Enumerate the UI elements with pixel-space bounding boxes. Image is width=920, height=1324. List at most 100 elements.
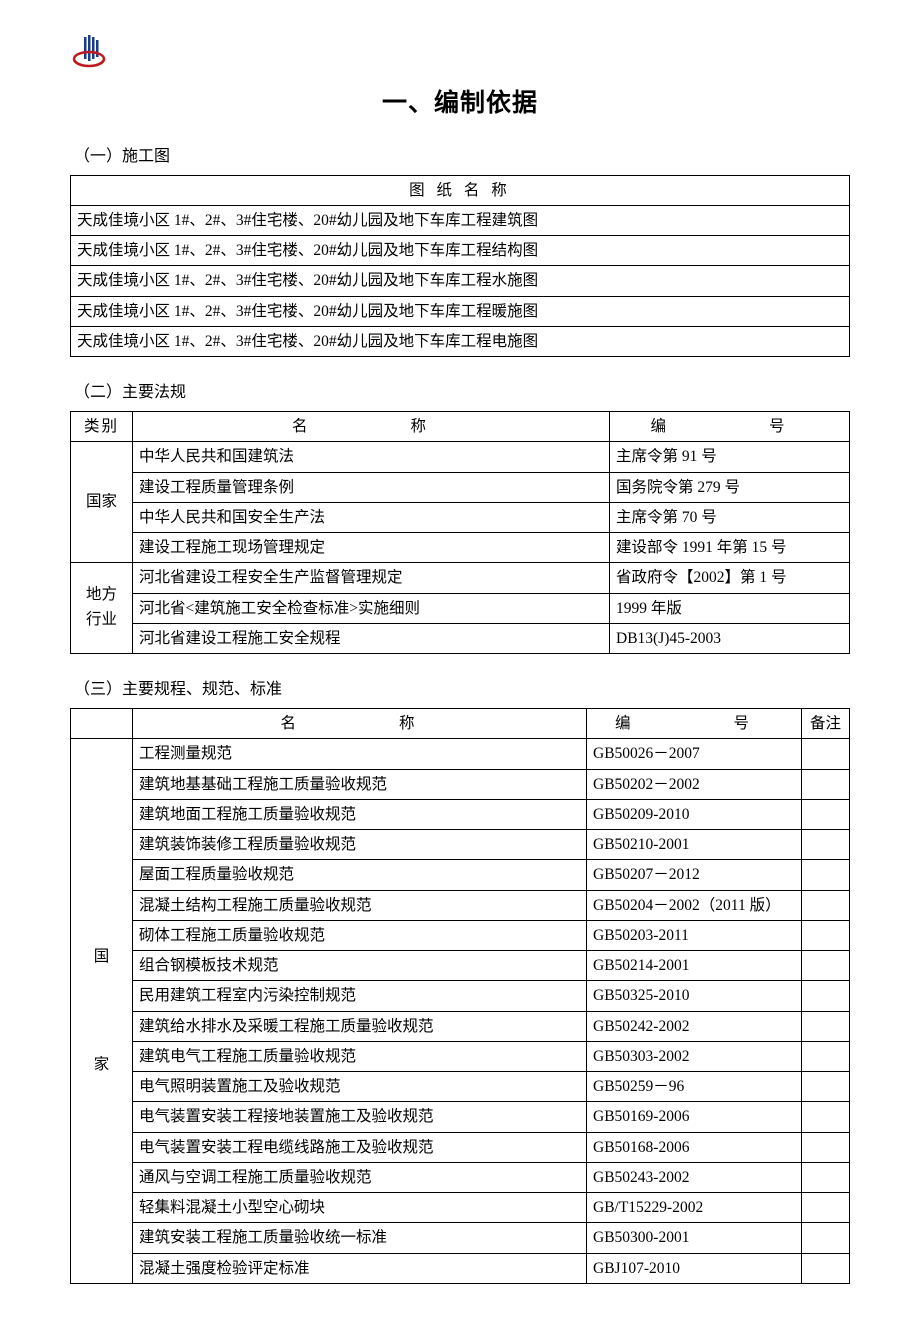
section3-heading: （三）主要规程、规范、标准 <box>74 678 850 702</box>
standard-note-cell <box>802 1223 850 1253</box>
standard-note-cell <box>802 1072 850 1102</box>
standard-note-cell <box>802 860 850 890</box>
standard-code-cell: GB50325-2010 <box>587 981 802 1011</box>
section1-heading: （一）施工图 <box>74 145 850 169</box>
regulation-code-cell: 主席令第 70 号 <box>610 502 850 532</box>
drawing-name-cell: 天成佳境小区 1#、2#、3#住宅楼、20#幼儿园及地下车库工程暖施图 <box>71 296 850 326</box>
table-row: 建筑电气工程施工质量验收规范GB50303-2002 <box>71 1041 850 1071</box>
standard-name-cell: 建筑地面工程施工质量验收规范 <box>133 799 587 829</box>
table-row: 建设工程施工现场管理规定建设部令 1991 年第 15 号 <box>71 533 850 563</box>
table-row: 天成佳境小区 1#、2#、3#住宅楼、20#幼儿园及地下车库工程结构图 <box>71 236 850 266</box>
standard-name-cell: 砌体工程施工质量验收规范 <box>133 920 587 950</box>
standard-name-cell: 建筑给水排水及采暖工程施工质量验收规范 <box>133 1011 587 1041</box>
table-row: 天成佳境小区 1#、2#、3#住宅楼、20#幼儿园及地下车库工程建筑图 <box>71 205 850 235</box>
standard-note-cell <box>802 769 850 799</box>
table2-header-name: 名 称 <box>133 412 610 442</box>
standard-code-cell: GB50242-2002 <box>587 1011 802 1041</box>
table-row: 国家中华人民共和国建筑法主席令第 91 号 <box>71 442 850 472</box>
regulation-code-cell: 国务院令第 279 号 <box>610 472 850 502</box>
regulation-name-cell: 河北省建设工程施工安全规程 <box>133 623 610 653</box>
regulations-table: 类别 名 称 编 号 国家中华人民共和国建筑法主席令第 91 号建设工程质量管理… <box>70 411 850 654</box>
standard-code-cell: GB50303-2002 <box>587 1041 802 1071</box>
standard-name-cell: 混凝土结构工程施工质量验收规范 <box>133 890 587 920</box>
standard-name-cell: 组合钢模板技术规范 <box>133 951 587 981</box>
table3-header-cat <box>71 709 133 739</box>
table1-header: 图 纸 名 称 <box>71 175 850 205</box>
standard-note-cell <box>802 799 850 829</box>
company-logo <box>70 35 850 73</box>
standard-code-cell: GB50214-2001 <box>587 951 802 981</box>
table-row: 河北省<建筑施工安全检查标准>实施细则1999 年版 <box>71 593 850 623</box>
standard-code-cell: GB50202－2002 <box>587 769 802 799</box>
section2-heading: （二）主要法规 <box>74 381 850 405</box>
standard-note-cell <box>802 1253 850 1283</box>
regulation-code-cell: 建设部令 1991 年第 15 号 <box>610 533 850 563</box>
regulation-name-cell: 中华人民共和国安全生产法 <box>133 502 610 532</box>
standards-table: 名 称 编 号 备注 国家工程测量规范GB50026－2007建筑地基基础工程施… <box>70 708 850 1284</box>
drawing-name-cell: 天成佳境小区 1#、2#、3#住宅楼、20#幼儿园及地下车库工程电施图 <box>71 326 850 356</box>
table-row: 天成佳境小区 1#、2#、3#住宅楼、20#幼儿园及地下车库工程水施图 <box>71 266 850 296</box>
category-cell: 国家 <box>71 442 133 563</box>
standard-note-cell <box>802 1102 850 1132</box>
category-cell: 地方行业 <box>71 563 133 654</box>
standard-code-cell: GB50203-2011 <box>587 920 802 950</box>
table-row: 天成佳境小区 1#、2#、3#住宅楼、20#幼儿园及地下车库工程电施图 <box>71 326 850 356</box>
standard-note-cell <box>802 1193 850 1223</box>
table-row: 民用建筑工程室内污染控制规范GB50325-2010 <box>71 981 850 1011</box>
regulation-code-cell: 省政府令【2002】第 1 号 <box>610 563 850 593</box>
table-row: 地方行业河北省建设工程安全生产监督管理规定省政府令【2002】第 1 号 <box>71 563 850 593</box>
regulation-code-cell: DB13(J)45-2003 <box>610 623 850 653</box>
standard-code-cell: GBJ107-2010 <box>587 1253 802 1283</box>
table-row: 建筑地面工程施工质量验收规范GB50209-2010 <box>71 799 850 829</box>
standard-name-cell: 建筑安装工程施工质量验收统一标准 <box>133 1223 587 1253</box>
table-row: 建筑安装工程施工质量验收统一标准GB50300-2001 <box>71 1223 850 1253</box>
standard-name-cell: 电气装置安装工程接地装置施工及验收规范 <box>133 1102 587 1132</box>
standard-note-cell <box>802 981 850 1011</box>
drawing-name-cell: 天成佳境小区 1#、2#、3#住宅楼、20#幼儿园及地下车库工程结构图 <box>71 236 850 266</box>
table-row: 天成佳境小区 1#、2#、3#住宅楼、20#幼儿园及地下车库工程暖施图 <box>71 296 850 326</box>
standard-note-cell <box>802 1011 850 1041</box>
standard-name-cell: 民用建筑工程室内污染控制规范 <box>133 981 587 1011</box>
standard-note-cell <box>802 739 850 769</box>
table-row: 河北省建设工程施工安全规程DB13(J)45-2003 <box>71 623 850 653</box>
regulation-name-cell: 河北省建设工程安全生产监督管理规定 <box>133 563 610 593</box>
regulation-name-cell: 建设工程质量管理条例 <box>133 472 610 502</box>
standard-code-cell: GB/T15229-2002 <box>587 1193 802 1223</box>
standard-name-cell: 通风与空调工程施工质量验收规范 <box>133 1162 587 1192</box>
standard-name-cell: 电气装置安装工程电缆线路施工及验收规范 <box>133 1132 587 1162</box>
standard-name-cell: 建筑电气工程施工质量验收规范 <box>133 1041 587 1071</box>
standard-code-cell: GB50243-2002 <box>587 1162 802 1192</box>
standard-name-cell: 轻集料混凝土小型空心砌块 <box>133 1193 587 1223</box>
standard-note-cell <box>802 920 850 950</box>
standard-code-cell: GB50207－2012 <box>587 860 802 890</box>
table-row: 混凝土结构工程施工质量验收规范GB50204－2002（2011 版） <box>71 890 850 920</box>
table-row: 国家工程测量规范GB50026－2007 <box>71 739 850 769</box>
standard-name-cell: 屋面工程质量验收规范 <box>133 860 587 890</box>
standard-code-cell: GB50209-2010 <box>587 799 802 829</box>
standard-note-cell <box>802 830 850 860</box>
table-row: 通风与空调工程施工质量验收规范GB50243-2002 <box>71 1162 850 1192</box>
standard-note-cell <box>802 951 850 981</box>
regulation-name-cell: 河北省<建筑施工安全检查标准>实施细则 <box>133 593 610 623</box>
table-row: 电气装置安装工程接地装置施工及验收规范GB50169-2006 <box>71 1102 850 1132</box>
standard-note-cell <box>802 1132 850 1162</box>
standard-code-cell: GB50026－2007 <box>587 739 802 769</box>
standard-code-cell: GB50168-2006 <box>587 1132 802 1162</box>
table2-header-cat: 类别 <box>71 412 133 442</box>
standard-name-cell: 建筑地基基础工程施工质量验收规范 <box>133 769 587 799</box>
standard-note-cell <box>802 1162 850 1192</box>
table3-header-note: 备注 <box>802 709 850 739</box>
standard-name-cell: 建筑装饰装修工程质量验收规范 <box>133 830 587 860</box>
table-row: 电气装置安装工程电缆线路施工及验收规范GB50168-2006 <box>71 1132 850 1162</box>
table-row: 建筑装饰装修工程质量验收规范GB50210-2001 <box>71 830 850 860</box>
standard-code-cell: GB50210-2001 <box>587 830 802 860</box>
standard-name-cell: 混凝土强度检验评定标准 <box>133 1253 587 1283</box>
standard-note-cell <box>802 1041 850 1071</box>
standard-note-cell <box>802 890 850 920</box>
table3-header-name: 名 称 <box>133 709 587 739</box>
drawings-table: 图 纸 名 称 天成佳境小区 1#、2#、3#住宅楼、20#幼儿园及地下车库工程… <box>70 175 850 358</box>
table3-header-code: 编 号 <box>587 709 802 739</box>
standard-name-cell: 工程测量规范 <box>133 739 587 769</box>
table-row: 轻集料混凝土小型空心砌块GB/T15229-2002 <box>71 1193 850 1223</box>
table-row: 建设工程质量管理条例国务院令第 279 号 <box>71 472 850 502</box>
